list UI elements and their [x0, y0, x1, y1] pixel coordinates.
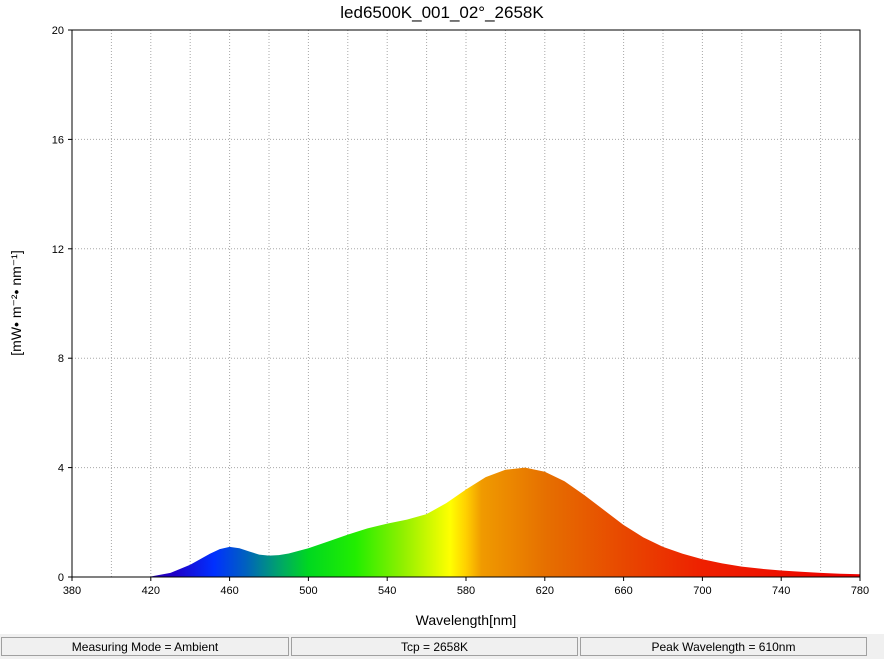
status-measuring-mode: Measuring Mode = Ambient: [1, 637, 289, 656]
spectrum-chart: 380 420 460 500 540 580 620 660 700 740 780 0 4 8 12 1…: [8, 3, 869, 628]
x-tick-label: 380: [63, 585, 81, 597]
y-tick-labels: 0 4 8 12 16 20: [52, 25, 72, 584]
x-tick-label: 620: [536, 585, 554, 597]
x-tick-label: 500: [299, 585, 317, 597]
x-tick-label: 540: [378, 585, 396, 597]
y-tick-label: 8: [58, 353, 64, 365]
y-axis-label: [mW• m⁻²• nm⁻¹]: [8, 250, 24, 355]
y-tick-label: 0: [58, 572, 64, 584]
x-tick-label: 460: [220, 585, 238, 597]
x-tick-label: 660: [614, 585, 632, 597]
x-tick-label: 580: [457, 585, 475, 597]
status-bar: Measuring Mode = Ambient Tcp = 2658K Pea…: [0, 634, 884, 659]
x-tick-label: 700: [693, 585, 711, 597]
y-tick-label: 4: [58, 463, 64, 475]
chart-title: led6500K_001_02°_2658K: [340, 3, 544, 22]
y-tick-label: 16: [52, 134, 64, 146]
status-tcp: Tcp = 2658K: [291, 637, 578, 656]
x-tick-label: 420: [142, 585, 160, 597]
spectrum-area: [72, 467, 860, 577]
x-tick-labels: 380 420 460 500 540 580 620 660 700 740 780: [63, 577, 869, 597]
y-tick-label: 20: [52, 25, 64, 37]
x-tick-label: 780: [851, 585, 869, 597]
x-tick-label: 740: [772, 585, 790, 597]
chart-canvas: 380 420 460 500 540 580 620 660 700 740 780 0 4 8 12 1…: [8, 3, 869, 628]
status-peak-wavelength: Peak Wavelength = 610nm: [580, 637, 867, 656]
x-axis-label: Wavelength[nm]: [416, 612, 517, 628]
y-tick-label: 12: [52, 244, 64, 256]
grid-lines: [72, 30, 860, 577]
